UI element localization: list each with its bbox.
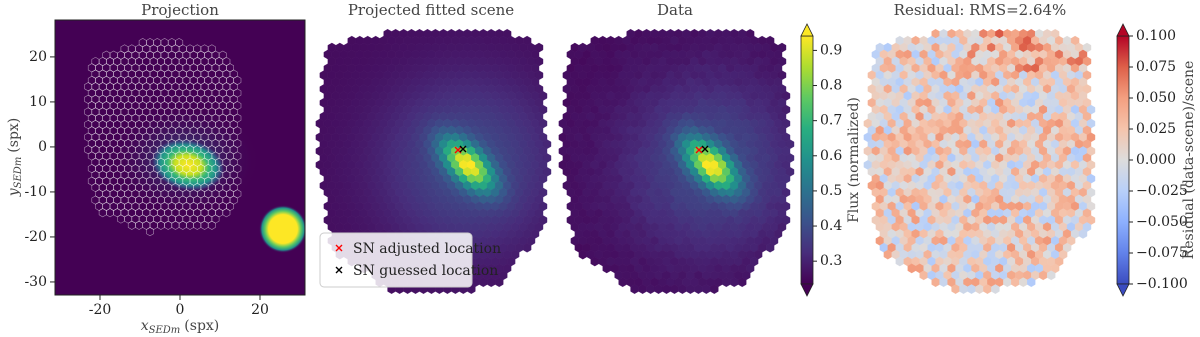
spaxel xyxy=(655,285,663,294)
colorbar xyxy=(801,36,813,284)
residual-image xyxy=(864,29,1095,294)
y-tick-label: 10 xyxy=(29,94,47,110)
panel-title: Data xyxy=(657,1,693,19)
colorbar-tick-label: 0.025 xyxy=(1136,121,1176,137)
colorbar-tick-label: 0.100 xyxy=(1136,28,1176,44)
y-tick-label: -10 xyxy=(24,184,47,200)
spaxel xyxy=(940,278,948,287)
spaxel xyxy=(983,285,991,294)
colorbar-extend xyxy=(801,24,813,36)
spaxel xyxy=(523,243,531,252)
y-tick-label: 20 xyxy=(29,49,47,65)
y-tick-label: 0 xyxy=(38,139,47,155)
panel-title: Projection xyxy=(141,1,219,19)
colorbar-tick-label: 0.000 xyxy=(1136,152,1176,168)
spaxel xyxy=(920,271,928,280)
spaxel xyxy=(1011,278,1019,287)
spaxel xyxy=(991,285,999,294)
spaxel xyxy=(639,285,647,294)
y-tick-label: -30 xyxy=(24,274,47,290)
colorbar-extend xyxy=(1117,24,1129,36)
x-tick-label: 0 xyxy=(176,302,185,318)
colorbar-extend xyxy=(1117,284,1129,296)
colorbar-tick-label: 0.4 xyxy=(820,218,842,234)
spaxel xyxy=(702,285,710,294)
spaxel xyxy=(710,285,718,294)
colorbar-tick-label: 0.6 xyxy=(820,148,842,164)
colorbar-tick-label: 0.3 xyxy=(820,253,842,269)
x-axis-label: xSEDm(spx) xyxy=(141,318,220,336)
spaxel xyxy=(591,257,599,266)
spaxel xyxy=(678,285,686,294)
spaxel xyxy=(960,285,968,294)
colorbar-tick-label: 0.8 xyxy=(820,78,842,94)
projection-image xyxy=(55,20,307,295)
x-tick-label: 20 xyxy=(251,302,269,318)
spaxel xyxy=(738,278,746,287)
colorbar-tick-label: 0.075 xyxy=(1136,59,1176,75)
legend-label: SN adjusted location xyxy=(353,241,501,257)
panel-title: Residual: RMS=2.64% xyxy=(894,1,1067,19)
spaxel xyxy=(1039,271,1047,280)
spaxel xyxy=(686,285,694,294)
colorbar-extend xyxy=(801,284,813,296)
x-tick-label: -20 xyxy=(89,302,112,318)
colorbar-tick-label: 0.050 xyxy=(1136,90,1176,106)
y-axis-label: ySEDm(spx) xyxy=(6,118,24,198)
spaxel xyxy=(730,278,738,287)
y-tick-label: -20 xyxy=(24,229,47,245)
colorbar xyxy=(1117,36,1129,284)
colorbar-tick-label: 0.7 xyxy=(820,113,842,129)
colorbar-label: Residual (data-scene)/scene xyxy=(1181,61,1197,260)
colorbar-tick-label: −0.100 xyxy=(1136,276,1188,292)
panel-title: Projected fitted scene xyxy=(348,1,514,19)
spaxel xyxy=(631,285,639,294)
spaxel xyxy=(619,278,627,287)
data-image xyxy=(559,29,794,294)
colorbar-tick-label: 0.5 xyxy=(820,183,842,199)
colorbar-tick-label: 0.9 xyxy=(820,42,842,58)
spaxel xyxy=(968,285,976,294)
legend-label: SN guessed location xyxy=(353,263,498,279)
spaxel xyxy=(1019,278,1027,287)
spaxel xyxy=(896,257,904,266)
spaxel xyxy=(1047,271,1055,280)
colorbar-label: Flux (normalized) xyxy=(846,97,862,223)
spaxel xyxy=(766,243,774,252)
spaxel xyxy=(663,285,671,294)
